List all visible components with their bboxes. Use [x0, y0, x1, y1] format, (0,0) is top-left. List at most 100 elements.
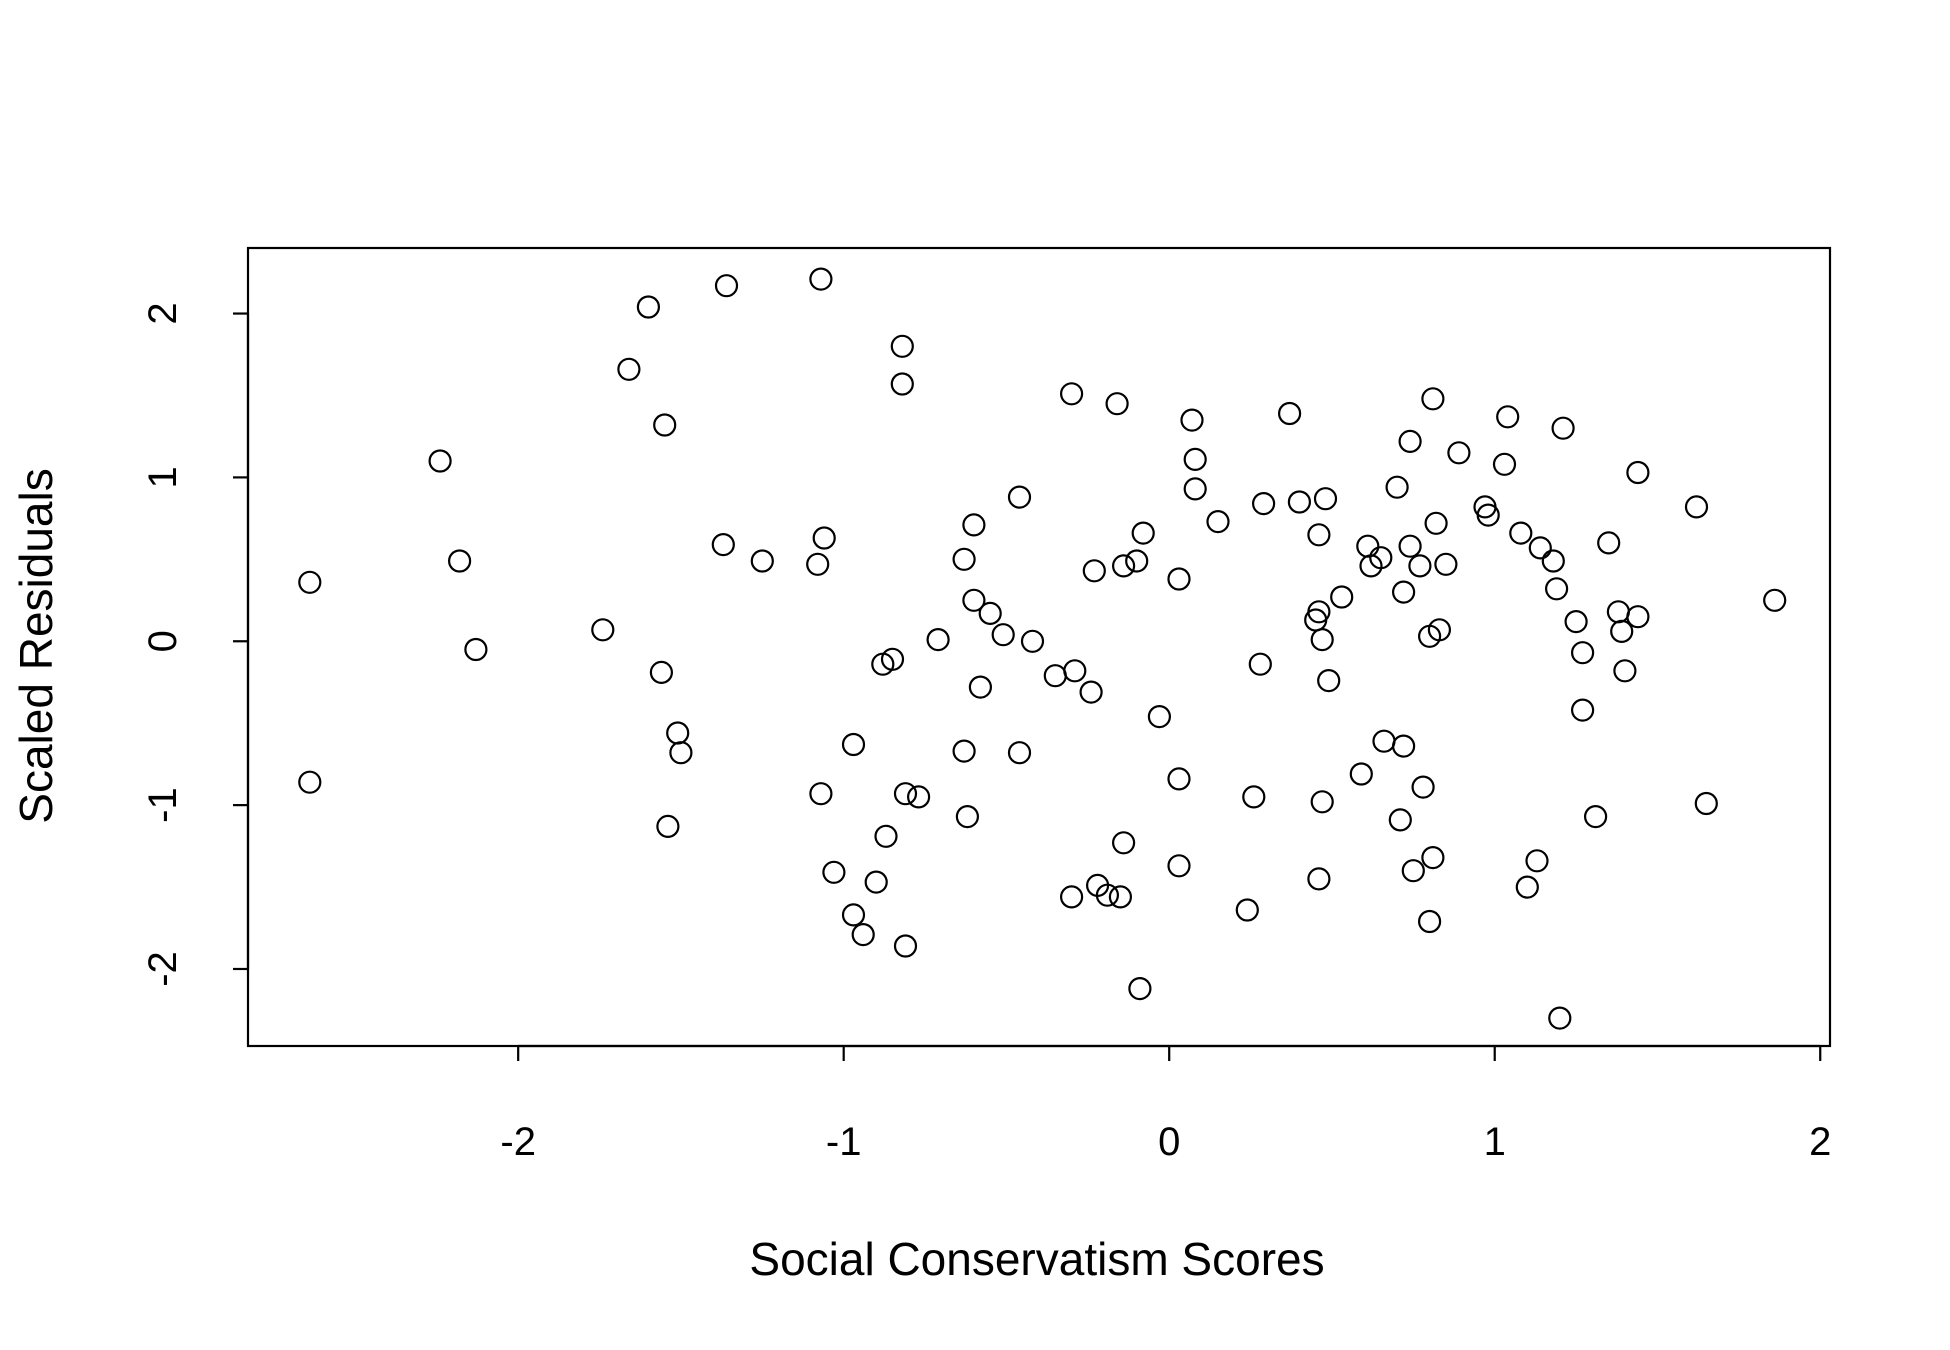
- data-point: [1408, 554, 1432, 578]
- data-point: [1476, 503, 1500, 527]
- data-point: [669, 741, 693, 765]
- data-point: [1613, 659, 1637, 683]
- data-point: [656, 814, 680, 839]
- x-tick-label: 2: [1809, 1120, 1831, 1164]
- data-point: [806, 552, 830, 576]
- data-point: [1349, 762, 1373, 786]
- data-point: [653, 413, 677, 437]
- data-point: [1082, 559, 1106, 583]
- data-point: [1684, 495, 1709, 519]
- data-point: [841, 903, 866, 927]
- data-point: [1417, 909, 1442, 934]
- data-point: [1492, 452, 1517, 476]
- data-point: [874, 824, 898, 848]
- data-point: [1183, 477, 1207, 501]
- data-point: [298, 570, 322, 594]
- data-point: [893, 934, 918, 958]
- data-point: [1307, 867, 1331, 891]
- data-point: [1063, 659, 1087, 683]
- y-axis-label: Scaled Residuals: [10, 468, 62, 823]
- data-point: [1541, 549, 1565, 573]
- data-point: [1427, 618, 1452, 642]
- data-point: [428, 449, 452, 473]
- data-point: [1385, 475, 1409, 499]
- data-point: [1043, 664, 1067, 688]
- data-point: [1401, 859, 1425, 883]
- data-point: [1059, 885, 1084, 909]
- data-point: [1313, 487, 1338, 511]
- data-point: [1356, 534, 1380, 558]
- data-point: [812, 526, 836, 550]
- data-point: [1131, 521, 1155, 545]
- data-point: [906, 785, 931, 809]
- data-point: [711, 532, 735, 557]
- data-point: [1310, 790, 1334, 814]
- y-tick-label: -1: [141, 787, 185, 823]
- data-point: [1411, 775, 1435, 799]
- data-point: [1626, 460, 1650, 485]
- data-point: [1105, 392, 1129, 416]
- data-point: [1242, 785, 1266, 809]
- x-tick-label: -1: [826, 1120, 862, 1164]
- data-point: [1277, 401, 1302, 426]
- data-point: [1528, 536, 1552, 560]
- data-point: [1251, 492, 1276, 516]
- data-point: [1206, 509, 1230, 534]
- data-point: [1763, 588, 1787, 612]
- data-point: [893, 782, 918, 806]
- data-point: [1544, 577, 1569, 601]
- x-axis: -2 -1 0 1 2: [500, 1044, 1831, 1164]
- y-axis: -2 -1 0 1 2: [141, 302, 250, 987]
- x-tick-label: 1: [1484, 1120, 1506, 1164]
- data-point: [1095, 883, 1120, 907]
- data-point: [1167, 567, 1191, 591]
- data-point: [1183, 447, 1207, 471]
- data-point: [1424, 511, 1448, 535]
- data-point: [1398, 534, 1422, 558]
- data-point: [1128, 976, 1152, 1001]
- y-tick-label: 0: [141, 630, 185, 652]
- y-tick-label: -2: [141, 951, 185, 987]
- data-point: [952, 739, 976, 763]
- data-point: [666, 721, 690, 745]
- data-point: [1310, 627, 1334, 652]
- data-point: [880, 647, 905, 671]
- data-point: [448, 549, 472, 573]
- data-point: [955, 804, 980, 829]
- data-point: [1388, 808, 1412, 832]
- data-point: [1167, 854, 1191, 878]
- data-point: [1551, 416, 1575, 440]
- data-point: [1421, 387, 1445, 411]
- data-point: [591, 618, 615, 642]
- data-point: [809, 782, 833, 806]
- data-point: [1330, 585, 1354, 609]
- data-point: [1570, 641, 1595, 665]
- data-point: [890, 334, 914, 358]
- data-point: [1525, 849, 1549, 873]
- data-point: [809, 267, 833, 291]
- data-point: [962, 513, 986, 537]
- data-point: [1447, 441, 1471, 465]
- data-point: [864, 870, 888, 894]
- data-point: [1111, 554, 1136, 578]
- data-point: [1079, 680, 1103, 704]
- data-point: [1248, 652, 1272, 676]
- data-point: [464, 637, 488, 662]
- data-point: [1007, 485, 1032, 509]
- data-point: [926, 627, 950, 652]
- data-point: [1694, 791, 1718, 816]
- data-point: [1610, 619, 1634, 644]
- data-point: [1515, 875, 1539, 899]
- x-axis-label: Social Conservatism Scores: [749, 1233, 1324, 1285]
- data-point: [991, 623, 1015, 647]
- x-tick-label: 0: [1158, 1120, 1180, 1164]
- data-point: [1434, 552, 1458, 576]
- data-point: [851, 922, 875, 947]
- data-point: [1509, 521, 1533, 545]
- data-points: [298, 267, 1787, 1030]
- data-point: [1496, 405, 1520, 429]
- data-point: [298, 770, 322, 794]
- data-point: [1570, 698, 1595, 722]
- data-point: [617, 357, 641, 381]
- data-point: [1583, 804, 1608, 829]
